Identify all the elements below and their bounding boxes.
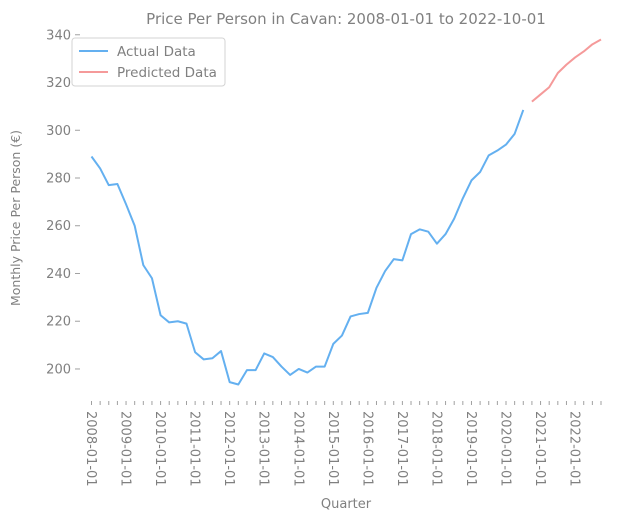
legend-label-actual: Actual Data xyxy=(117,44,196,60)
x-tick-label: 2011-01-01 xyxy=(187,411,202,487)
legend: Actual Data Predicted Data xyxy=(71,37,226,87)
y-tick-label: 280 xyxy=(46,172,71,187)
y-tick-label: 260 xyxy=(46,219,71,234)
series-layer xyxy=(90,38,602,386)
x-tick-label: 2022-01-01 xyxy=(567,411,582,487)
y-axis-label: Monthly Price Per Person (€) xyxy=(8,130,23,306)
x-axis-ticks: 2008-01-01 2009-01-01 2010-01-01 2011-01-01… xyxy=(83,401,602,487)
x-tick-label: 2017-01-01 xyxy=(394,411,409,487)
x-tick-label: 2020-01-01 xyxy=(498,411,513,487)
chart-title: Price Per Person in Cavan: 2008-01-01 to… xyxy=(146,10,546,28)
series-line-actual xyxy=(90,109,525,386)
x-tick-label: 2009-01-01 xyxy=(118,411,133,487)
y-axis-ticks: 200 220 240 260 280 300 320 340 xyxy=(46,28,80,377)
legend-label-predicted: Predicted Data xyxy=(117,65,217,81)
x-tick-label: 2013-01-01 xyxy=(256,411,271,487)
x-tick-label: 2010-01-01 xyxy=(152,411,167,487)
x-axis-label: Quarter xyxy=(321,497,372,512)
y-tick-label: 320 xyxy=(46,76,71,91)
x-tick-label: 2018-01-01 xyxy=(428,411,443,487)
y-tick-label: 300 xyxy=(46,124,71,139)
y-tick-label: 340 xyxy=(46,28,71,43)
legend-box xyxy=(71,37,226,87)
y-tick-label: 240 xyxy=(46,267,71,282)
y-tick-label: 200 xyxy=(46,362,71,377)
series-line-predicted xyxy=(531,38,602,103)
x-tick-label: 2015-01-01 xyxy=(325,411,340,487)
x-tick-label: 2014-01-01 xyxy=(290,411,305,487)
x-tick-label: 2019-01-01 xyxy=(463,411,478,487)
x-tick-label: 2012-01-01 xyxy=(221,411,236,487)
x-tick-label: 2021-01-01 xyxy=(532,411,547,487)
x-tick-label: 2008-01-01 xyxy=(83,411,98,487)
x-tick-label: 2016-01-01 xyxy=(359,411,374,487)
y-tick-label: 220 xyxy=(46,315,71,330)
